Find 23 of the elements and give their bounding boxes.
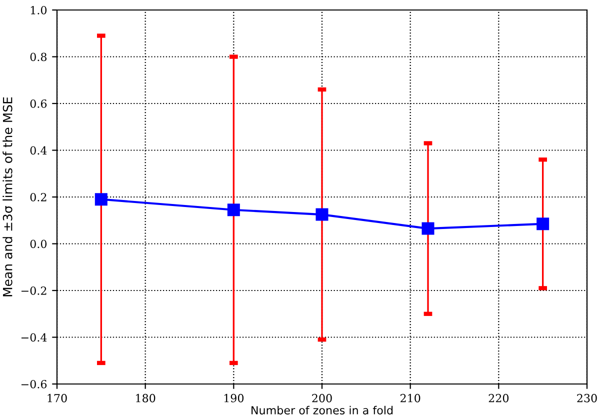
y-tick-label: −0.2 — [21, 286, 46, 295]
x-tick-label: 220 — [488, 394, 509, 402]
y-tick-label: 0.6 — [30, 99, 47, 108]
x-tick-label: 230 — [577, 394, 597, 402]
point — [316, 208, 328, 221]
point — [227, 204, 240, 216]
y-tick-label: −0.6 — [21, 380, 47, 388]
point — [536, 218, 550, 230]
y-tick-label: 0.8 — [30, 52, 47, 62]
y-tick-label: 0.0 — [30, 240, 47, 248]
x-tick-label: 170 — [48, 394, 67, 402]
y-tick-label: −0.4 — [21, 333, 47, 342]
x-tick-label: 210 — [400, 394, 420, 402]
y-axis-title: Mean and ±3σ limits of the MSE — [2, 97, 12, 296]
y-tick-label: 0.2 — [30, 192, 46, 202]
x-axis-title: Number of zones in a fold — [252, 406, 393, 414]
y-tick-label: 0.4 — [30, 146, 47, 155]
point — [94, 193, 108, 206]
x-tick-label: 190 — [224, 394, 244, 402]
point — [422, 222, 434, 235]
y-tick-label: 1.0 — [30, 6, 47, 14]
x-tick-label: 180 — [136, 394, 156, 402]
x-tick-label: 200 — [312, 394, 332, 402]
